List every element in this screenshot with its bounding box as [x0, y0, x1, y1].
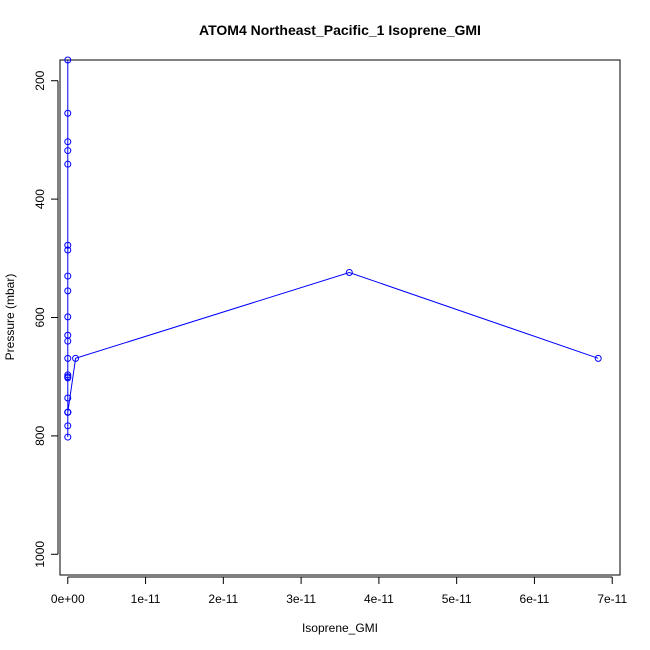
x-axis: 0e+00 1e-11 2e-11 3e-11 4e-11 5e-11 6e-11 7e-11 [51, 576, 627, 606]
y-tick-label: 1000 [33, 541, 47, 568]
y-tick-label: 600 [33, 307, 47, 327]
data-point [64, 374, 72, 382]
x-axis-label: Isoprene_GMI [302, 621, 378, 635]
x-tick-label: 4e-11 [364, 592, 394, 606]
x-tick-label: 0e+00 [51, 592, 85, 606]
data-point [64, 337, 72, 345]
data-point [64, 241, 72, 249]
x-tick-label: 7e-11 [597, 592, 627, 606]
data-point [64, 109, 72, 117]
y-axis: 200 400 600 800 1000 [33, 70, 59, 568]
data-point [72, 354, 80, 362]
plot-area [64, 56, 602, 441]
x-tick-label: 2e-11 [208, 592, 238, 606]
y-axis-label: Pressure (mbar) [3, 274, 17, 361]
data-point [64, 272, 72, 280]
data-point [64, 433, 72, 441]
data-point [64, 147, 72, 155]
plot-frame [59, 59, 621, 576]
data-point [64, 313, 72, 321]
data-point [345, 269, 353, 277]
x-tick-label: 5e-11 [442, 592, 472, 606]
y-tick-label: 400 [33, 189, 47, 209]
data-point [64, 246, 72, 254]
data-point [64, 422, 72, 430]
x-tick-label: 1e-11 [131, 592, 161, 606]
data-point [64, 138, 72, 146]
data-point [64, 56, 72, 64]
data-point [64, 287, 72, 295]
data-point [594, 354, 602, 362]
x-tick-label: 3e-11 [286, 592, 316, 606]
data-point [64, 408, 72, 416]
chart-title: ATOM4 Northeast_Pacific_1 Isoprene_GMI [199, 22, 481, 38]
y-tick-label: 800 [33, 426, 47, 446]
data-point [64, 394, 72, 402]
series-line [67, 60, 599, 438]
x-tick-label: 6e-11 [520, 592, 550, 606]
data-point [64, 160, 72, 168]
data-point [64, 354, 72, 362]
y-tick-label: 200 [33, 70, 47, 90]
